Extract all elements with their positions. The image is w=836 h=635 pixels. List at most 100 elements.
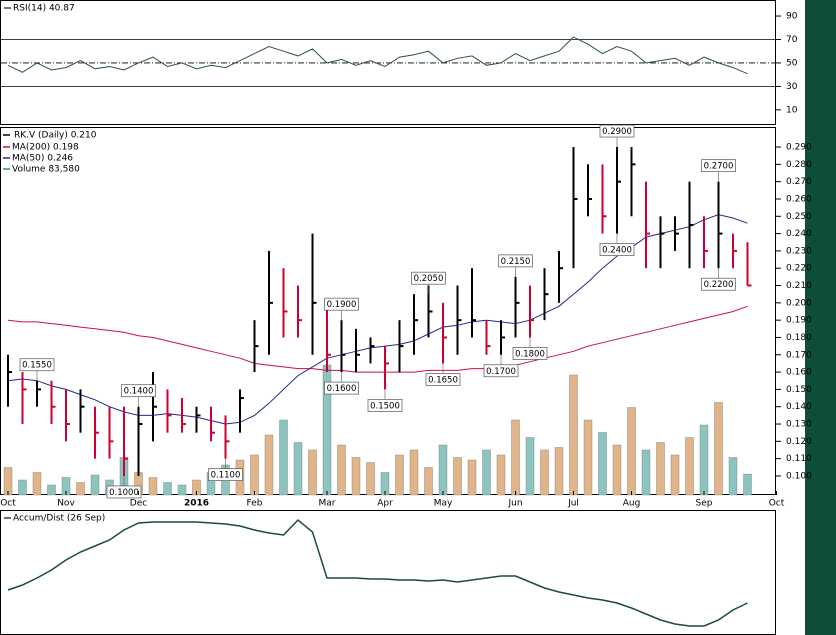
volume-bar — [728, 457, 738, 496]
volume-bar — [627, 407, 636, 496]
x-tick-label: Oct — [0, 499, 16, 509]
x-tick-label: Jun — [507, 499, 522, 509]
annotation-label: 0.2700 — [704, 162, 734, 172]
volume-bar — [76, 482, 85, 496]
annotation-box — [701, 277, 736, 291]
annotation-label: 0.1500 — [370, 401, 400, 411]
volume-bar — [264, 434, 274, 496]
volume-bar — [177, 484, 187, 496]
volume-bar — [540, 449, 549, 496]
moving-average — [7, 305, 748, 373]
volume-bar — [641, 449, 651, 496]
annotation-label: 0.2200 — [704, 280, 734, 290]
price-title: RK.V (Daily) 0.210 — [14, 131, 97, 141]
volume-bar — [395, 454, 404, 496]
x-tick-label: Sep — [696, 499, 713, 509]
annotation-label: 0.1900 — [327, 300, 357, 310]
x-tick-label: Jul — [567, 499, 579, 509]
annotation-label: 0.1000 — [109, 488, 139, 498]
volume-bar — [670, 454, 680, 496]
y-tick-label: 30 — [786, 82, 798, 92]
x-tick-label: Apr — [377, 499, 393, 509]
annotation-label: 0.2150 — [501, 257, 531, 267]
volume-bar — [714, 402, 723, 496]
volume-bar — [438, 444, 448, 496]
annotation-box — [512, 347, 548, 360]
y-tick-label: 0.100 — [786, 471, 812, 481]
volume-bar — [511, 419, 520, 496]
annotation-box — [121, 384, 156, 398]
annotation-label: 0.1400 — [124, 387, 154, 397]
x-tick-label: Mar — [319, 499, 336, 509]
y-tick-label: 0.270 — [786, 177, 812, 187]
y-tick-label: 0.180 — [786, 333, 812, 343]
annotation-box — [106, 485, 142, 499]
y-tick-label: 0.110 — [786, 454, 812, 464]
annotation-label: 0.1100 — [211, 471, 241, 481]
y-tick-label: 0.150 — [786, 385, 812, 395]
x-tick-label: Dec — [130, 499, 147, 509]
volume-bar — [525, 437, 535, 496]
volume-bar — [685, 437, 694, 496]
rsi-legend: RSI(14) 40.87 — [13, 4, 75, 14]
annotation-label: 0.2400 — [602, 246, 632, 256]
volume-bar — [496, 454, 506, 496]
volume-bar — [351, 457, 361, 496]
x-tick-label: Feb — [247, 499, 263, 509]
volume-bar — [293, 442, 303, 496]
volume-bar — [279, 419, 288, 496]
volume-bar — [148, 477, 158, 496]
annotation-box — [324, 297, 359, 311]
volume-bar — [409, 449, 419, 496]
annotation-box — [324, 381, 359, 395]
y-tick-label: 0.140 — [786, 402, 812, 412]
y-tick-label: 0.160 — [786, 368, 812, 378]
annotation-label: 0.1700 — [486, 367, 516, 377]
volume-bar — [90, 474, 100, 496]
y-tick-label: 0.280 — [786, 160, 812, 170]
y-tick-label: 0.220 — [786, 264, 812, 274]
y-tick-label: 0.170 — [786, 350, 812, 360]
annotation-label: 0.2900 — [602, 127, 632, 137]
annotation-box — [483, 364, 519, 378]
ad-legend: Accum/Dist (26 Sep) — [13, 514, 105, 524]
ma-legend: MA(50) 0.246 — [12, 154, 73, 164]
annotation-box — [599, 243, 635, 256]
x-tick-label: Nov — [57, 499, 75, 509]
volume-bar — [453, 457, 462, 496]
volume-bar — [366, 462, 375, 496]
y-tick-label: 0.210 — [786, 281, 812, 291]
y-tick-label: 0.130 — [786, 420, 812, 430]
volume-bar — [583, 419, 593, 496]
volume-bar — [18, 479, 27, 496]
y-tick-label: 90 — [786, 12, 798, 22]
y-tick-label: 50 — [786, 58, 798, 68]
volume-bar — [337, 444, 346, 496]
annotation-label: 0.1800 — [515, 349, 545, 359]
volume-bar — [482, 449, 491, 496]
y-tick-label: 10 — [786, 105, 798, 115]
rsi-line — [7, 36, 748, 75]
annotation-box — [411, 271, 446, 285]
y-tick-label: 0.260 — [786, 194, 812, 204]
y-tick-label: 0.190 — [786, 316, 812, 326]
annotation-box — [701, 159, 736, 173]
annotation-label: 0.1550 — [22, 361, 52, 371]
volume-legend: Volume 83,580 — [12, 165, 80, 175]
volume-bar — [743, 473, 752, 496]
y-tick-label: 0.200 — [786, 298, 812, 308]
annotation-box — [367, 399, 403, 412]
x-tick-label: Oct — [769, 499, 785, 509]
volume-bar — [598, 432, 607, 496]
y-tick-label: 0.250 — [786, 212, 812, 222]
annotation-label: 0.2050 — [414, 274, 444, 284]
volume-bar — [699, 424, 709, 496]
annotation-box — [599, 124, 635, 138]
ma-legend: MA(200) 0.198 — [12, 143, 79, 153]
right-strip — [805, 0, 836, 635]
y-tick-label: 0.230 — [786, 246, 812, 256]
volume-bar — [163, 482, 172, 496]
rsi-panel — [0, 0, 776, 125]
